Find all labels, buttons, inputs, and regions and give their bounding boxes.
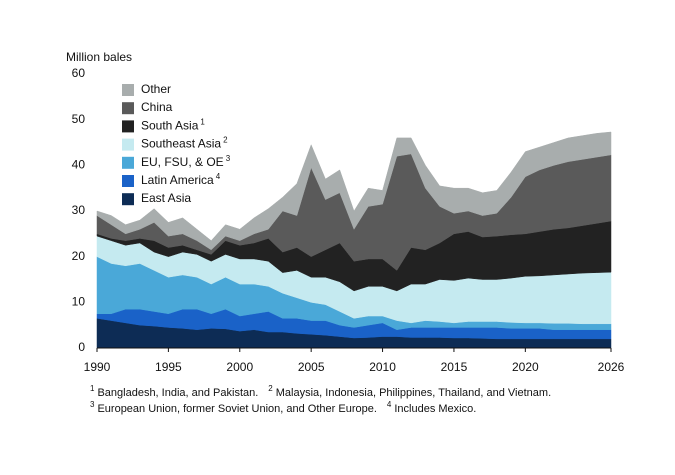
x-tick-label: 1990 [84,360,111,374]
legend-swatch [122,120,134,133]
footnote: 3 European Union, former Soviet Union, an… [90,400,476,415]
legend-swatch [122,193,134,206]
y-tick-label: 20 [72,249,86,263]
y-tick-label: 30 [72,203,86,217]
legend-name: South Asia [141,119,199,133]
footnote-mark: 1 [90,384,95,393]
legend-name: Latin America [141,173,214,187]
legend-footnote: 4 [216,172,221,181]
footnote-mark: 4 [387,400,392,409]
footnote-text: European Union, former Soviet Union, and… [97,403,376,415]
legend-label: South Asia 1 [141,118,205,133]
x-tick-label: 2026 [598,360,625,374]
legend-label: EU, FSU, & OE 3 [141,154,231,169]
area [96,131,612,251]
y-tick-label: 0 [78,340,85,354]
x-tick-label: 2015 [441,360,468,374]
legend-name: East Asia [141,191,191,205]
x-tick-label: 2020 [512,360,539,374]
legend-label: Other [141,82,171,96]
legend-footnote: 3 [226,154,231,163]
x-tick-label: 2010 [369,360,396,374]
y-tick-label: 40 [72,158,86,172]
legend-label: East Asia [141,191,191,205]
footnote: 1 Bangladesh, India, and Pakistan. 2 Malays… [90,384,551,399]
legend-name: Southeast Asia [141,137,221,151]
y-tick-label: 50 [72,112,86,126]
legend-label: Southeast Asia 2 [141,136,228,151]
x-tick-label: 2000 [226,360,253,374]
footnote-text: Includes Mexico. [394,403,476,415]
legend-swatch [122,138,134,151]
legend-name: EU, FSU, & OE [141,155,224,169]
legend-footnote: 2 [223,136,228,145]
footnote-text: Malaysia, Indonesia, Philippines, Thaila… [276,387,551,399]
legend-name: Other [141,82,171,96]
x-tick-label: 2005 [298,360,325,374]
y-tick-label: 60 [72,66,86,80]
legend-label: Latin America 4 [141,172,221,187]
legend-footnote: 1 [200,118,205,127]
legend-swatch [122,84,134,96]
y-axis-label: Million bales [66,50,132,64]
legend-swatch [122,102,134,115]
footnote-text: Bangladesh, India, and Pakistan. [97,387,258,399]
x-tick-label: 1995 [155,360,182,374]
legend-swatch [122,156,134,169]
legend-label: China [141,100,173,114]
footnote-mark: 2 [268,384,273,393]
y-tick-label: 10 [72,295,86,309]
legend-swatch [122,175,134,187]
footnote-mark: 3 [90,400,95,409]
legend-name: China [141,100,173,114]
